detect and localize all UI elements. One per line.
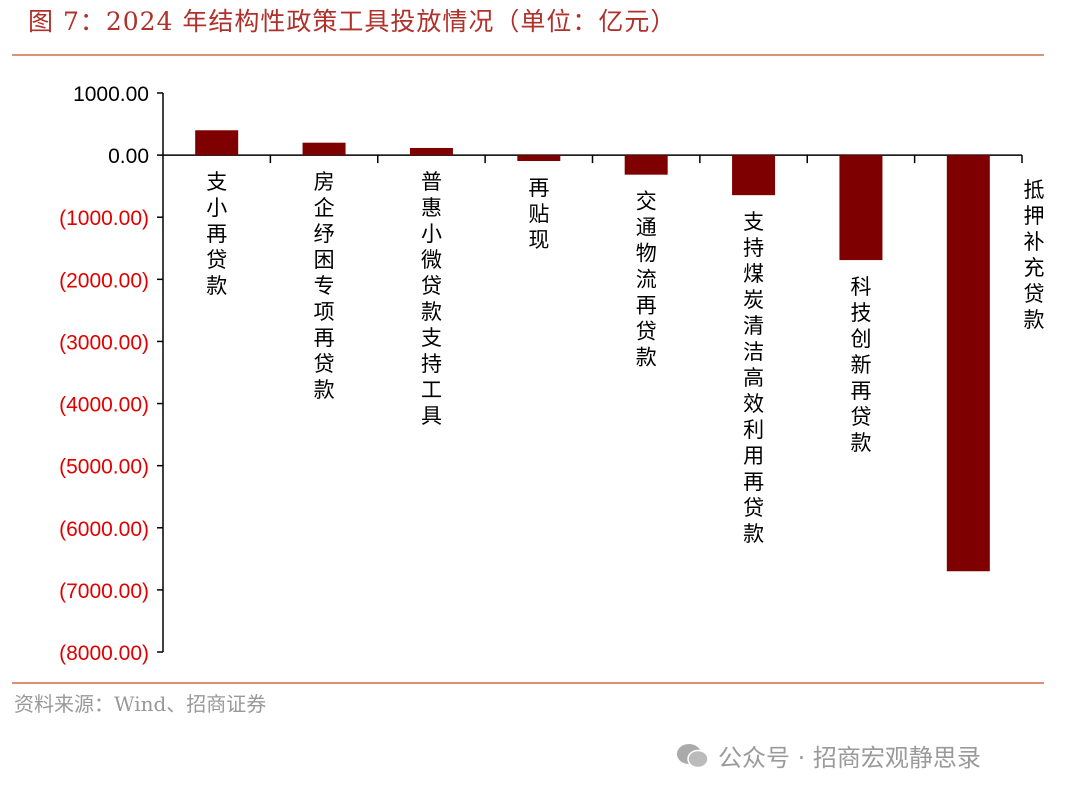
category-label: 普惠小微贷款支持工具 [421,170,442,428]
y-tick-label: 1000.00 [73,83,149,106]
y-tick-label: (7000.00) [59,580,149,603]
y-tick-label: (3000.00) [59,331,149,354]
bar [302,142,346,156]
y-tick-label: (1000.00) [59,207,149,230]
category-label: 支持煤炭清洁高效利用再贷款 [743,210,764,546]
bar [517,155,561,162]
wechat-icon [677,743,709,768]
category-label: 房企纾困专项再贷款 [314,170,335,402]
bar [195,130,239,156]
watermark: 公众号 · 招商宏观静思录 [676,738,981,773]
category-label: 交通物流再贷款 [636,190,657,370]
category-label: 抵押补充贷款 [1024,178,1045,332]
top-rule [12,54,1044,56]
category-label: 支小再贷款 [206,170,227,298]
bar [946,155,990,572]
category-label: 科技创新再贷款 [850,275,871,455]
y-tick-label: (5000.00) [59,456,149,479]
chart-title: 图 7：2024 年结构性政策工具投放情况（单位：亿元） [28,7,677,36]
source-note: 资料来源：Wind、招商证券 [14,692,267,716]
y-tick-label: 0.00 [108,145,149,168]
bar [839,155,883,261]
category-label: 再贴现 [528,176,549,252]
bar [624,155,668,175]
y-tick-label: (8000.00) [59,642,149,665]
y-tick-label: (2000.00) [59,269,149,292]
bar [409,147,453,156]
watermark-text: 公众号 · 招商宏观静思录 [718,744,981,772]
y-tick-label: (6000.00) [59,518,149,541]
bottom-rule [12,682,1044,684]
y-tick-label: (4000.00) [59,394,149,417]
bar [732,155,776,196]
